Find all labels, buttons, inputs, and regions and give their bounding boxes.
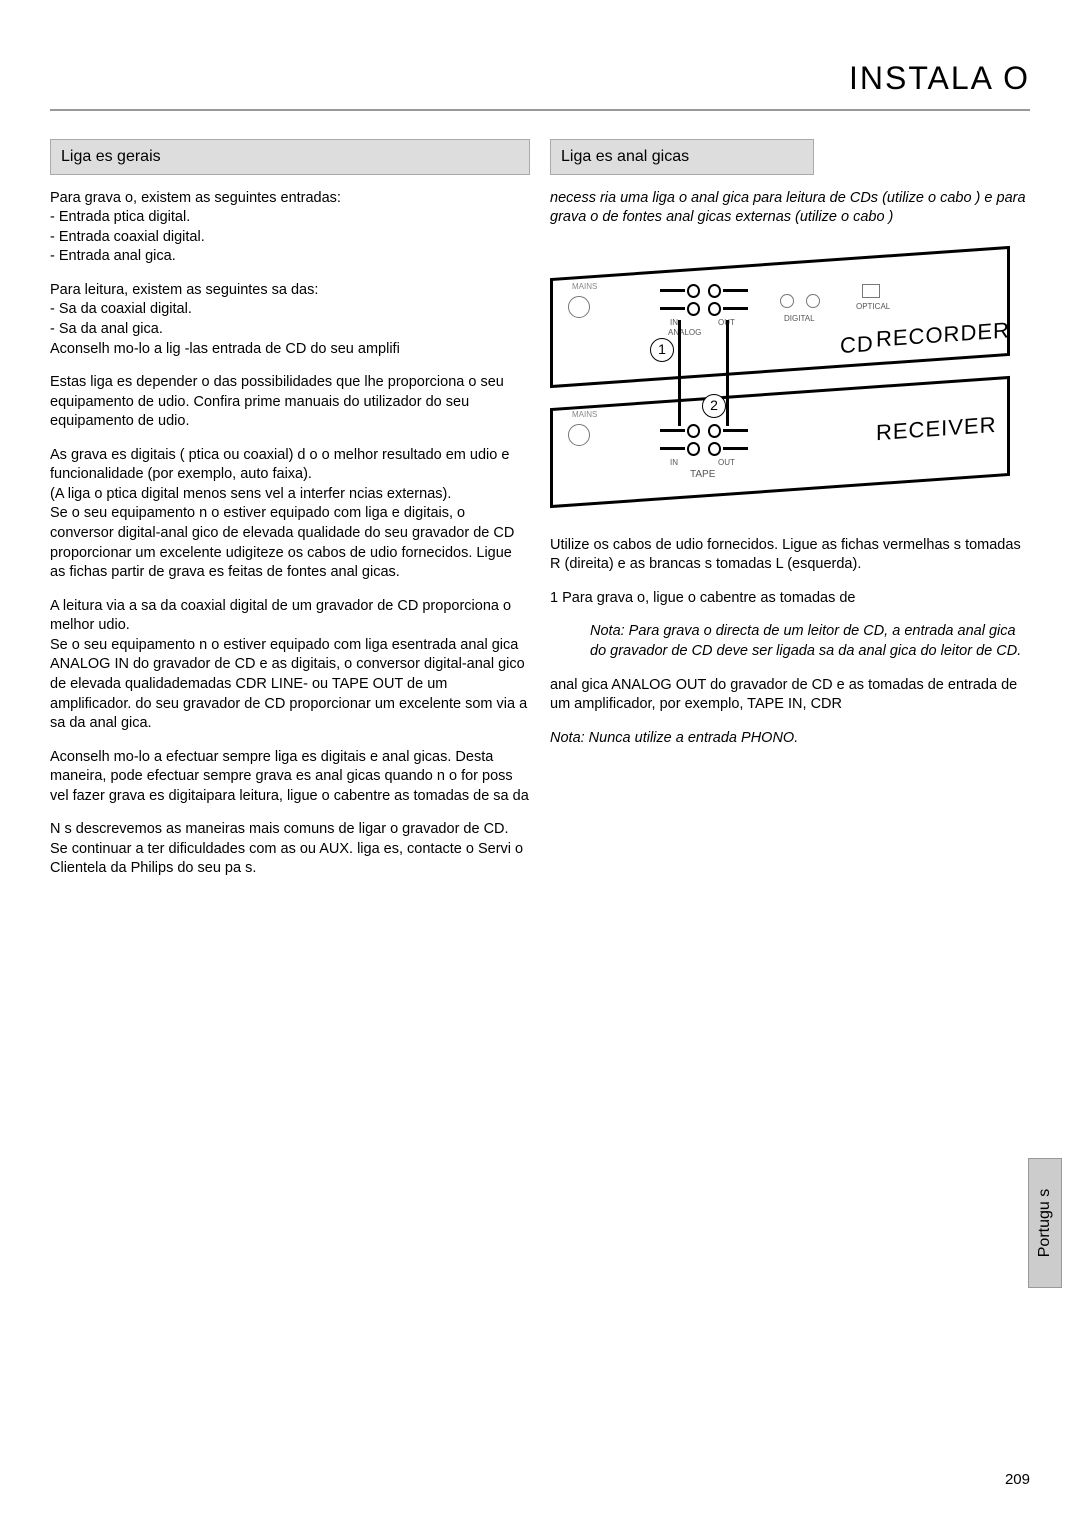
- jack: [660, 286, 700, 296]
- text: Para grava o, existem as seguintes entra…: [50, 189, 530, 209]
- jack: [708, 444, 748, 454]
- mains-socket-1: [568, 296, 590, 318]
- text: - Entrada anal gica.: [50, 247, 530, 267]
- left-p1: Para grava o, existem as seguintes entra…: [50, 189, 530, 267]
- marker-1: 1: [650, 338, 674, 362]
- left-p3: Estas liga es depender o das possibilida…: [50, 373, 530, 432]
- optical-label: OPTICAL: [856, 302, 890, 313]
- page-title: INSTALA O: [50, 60, 1030, 97]
- cd-recorder-box: [550, 246, 1010, 388]
- text: (A liga o ptica digital menos sens vel a…: [50, 485, 530, 505]
- page-number: 209: [1005, 1471, 1030, 1488]
- heading-ligacoes-gerais: Liga es gerais: [50, 139, 530, 175]
- in-label-2: IN: [670, 458, 678, 469]
- text: - Entrada ptica digital.: [50, 208, 530, 228]
- language-tab: Portugu s: [1028, 1158, 1062, 1288]
- text: - Sa da anal gica.: [50, 320, 530, 340]
- digital-label: DIGITAL: [784, 314, 815, 325]
- note1-text: Nota: Para grava o directa de um leitor …: [550, 622, 1030, 661]
- marker-2: 2: [702, 394, 726, 418]
- left-p7: N s descrevemos as maneiras mais comuns …: [50, 820, 530, 879]
- jack: [708, 286, 748, 296]
- mains-label-1: MAINS: [572, 282, 597, 293]
- right-column: Liga es anal gicas necess ria uma liga o…: [550, 139, 1030, 893]
- out-label-2: OUT: [718, 458, 735, 469]
- digital-socket: [806, 294, 820, 308]
- left-p6: Aconselh mo-lo a efectuar sempre liga es…: [50, 748, 530, 807]
- digital-socket: [780, 294, 794, 308]
- text: Se o seu equipamento n o estiver equipad…: [50, 636, 530, 734]
- text: Para leitura, existem as seguintes sa da…: [50, 281, 530, 301]
- step2-text: anal gica ANALOG OUT do gravador de CD e…: [550, 676, 1030, 715]
- jack: [660, 304, 700, 314]
- text: - Sa da coaxial digital.: [50, 300, 530, 320]
- cable-2: [726, 320, 729, 426]
- left-p4: As grava es digitais ( ptica ou coaxial)…: [50, 446, 530, 583]
- title-underline: [50, 109, 1030, 111]
- text: A leitura via a sa da coaxial digital de…: [50, 597, 530, 636]
- optical-socket: [862, 284, 880, 298]
- text: As grava es digitais ( ptica ou coaxial)…: [50, 446, 530, 485]
- right-intro: necess ria uma liga o anal gica para lei…: [550, 189, 1030, 228]
- utilize-text: Utilize os cabos de udio fornecidos. Lig…: [550, 536, 1030, 575]
- content-columns: Liga es gerais Para grava o, existem as …: [50, 139, 1030, 893]
- step1-text: 1 Para grava o, ligue o cabentre as toma…: [550, 589, 1030, 609]
- text: - Entrada coaxial digital.: [50, 228, 530, 248]
- text: Aconselh mo-lo a lig -las entrada de CD …: [50, 340, 530, 360]
- left-p2: Para leitura, existem as seguintes sa da…: [50, 281, 530, 359]
- mains-label-2: MAINS: [572, 410, 597, 421]
- jack: [660, 426, 700, 436]
- jack: [708, 304, 748, 314]
- language-tab-label: Portugu s: [1036, 1189, 1054, 1257]
- heading-ligacoes-analogicas: Liga es anal gicas: [550, 139, 814, 175]
- jack: [660, 444, 700, 454]
- cable-1: [678, 320, 681, 426]
- jack: [708, 426, 748, 436]
- mains-socket-2: [568, 424, 590, 446]
- connection-diagram: MAINS MAINS IN OUT ANALOG DIGITAL OPTICA…: [550, 242, 1030, 522]
- analog-label: ANALOG: [668, 328, 701, 339]
- note2-text: Nota: Nunca utilize a entrada PHONO.: [550, 729, 1030, 749]
- cd-label: CD: [840, 329, 874, 361]
- text: Se o seu equipamento n o estiver equipad…: [50, 504, 530, 582]
- tape-label: TAPE: [690, 468, 715, 482]
- left-column: Liga es gerais Para grava o, existem as …: [50, 139, 530, 893]
- left-p5: A leitura via a sa da coaxial digital de…: [50, 597, 530, 734]
